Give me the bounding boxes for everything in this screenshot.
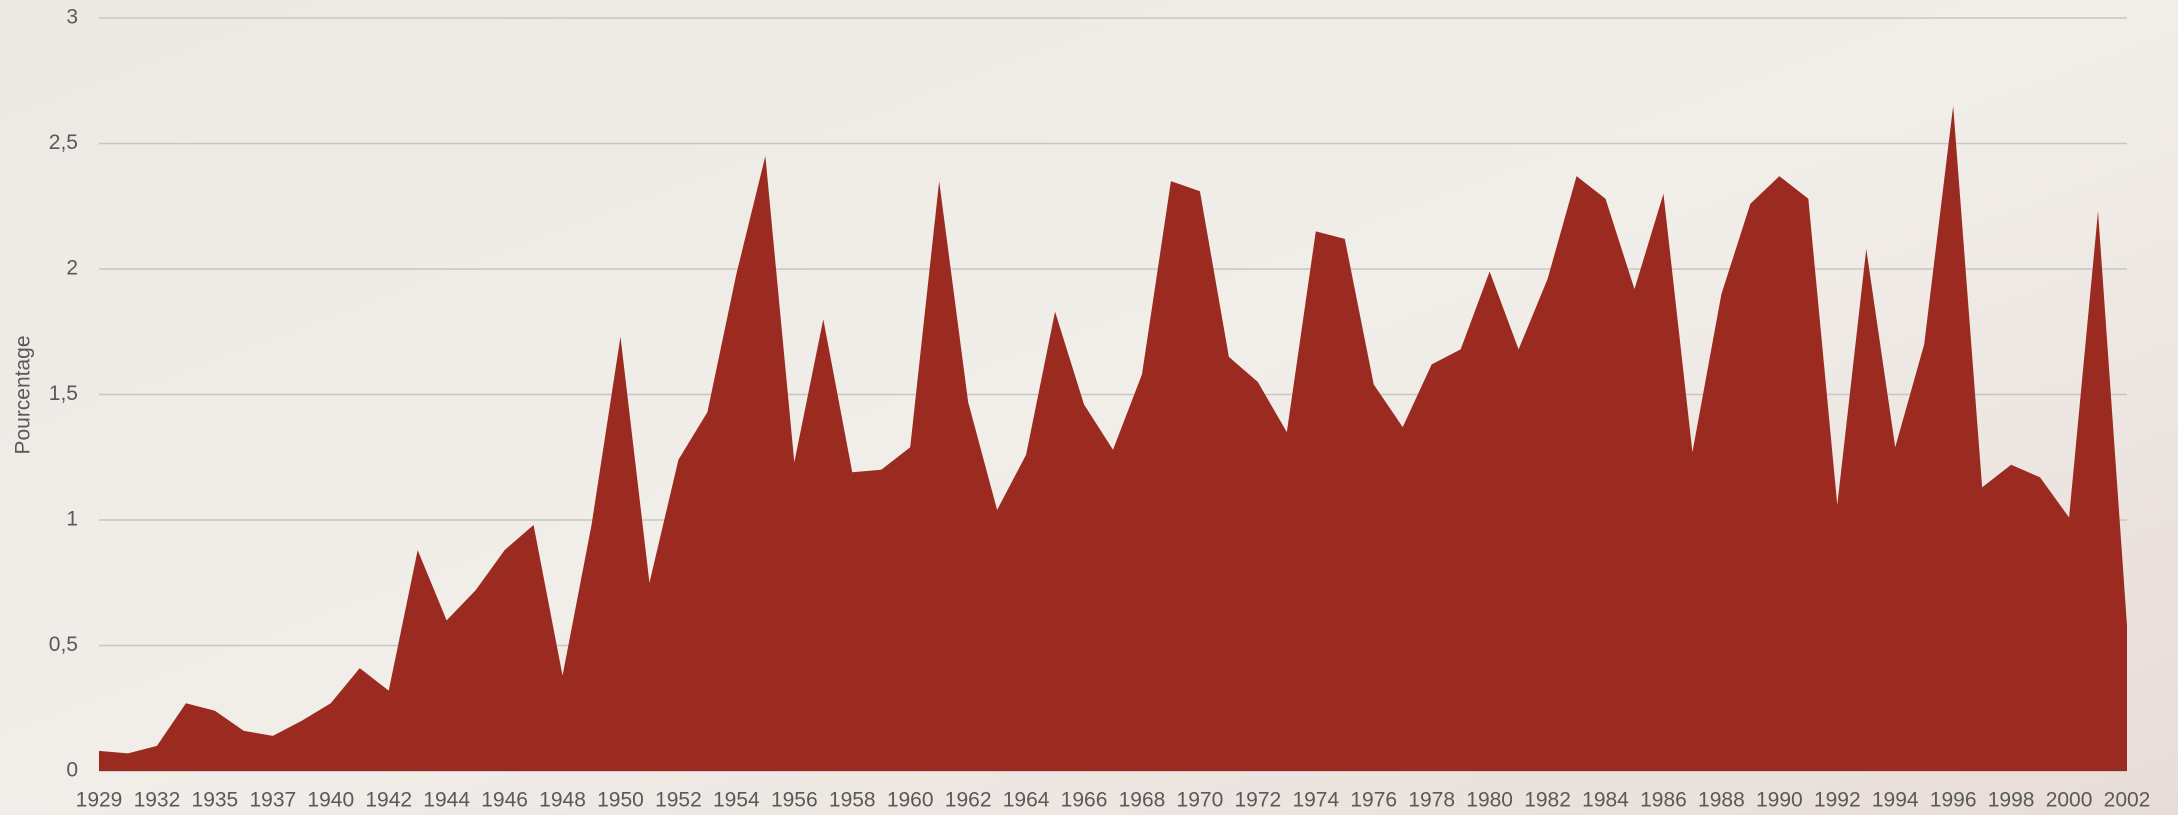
- x-tick-label: 1984: [1582, 789, 1629, 812]
- x-tick-label: 1956: [771, 789, 818, 812]
- x-tick-label: 2002: [2104, 789, 2151, 812]
- x-tick-label: 1982: [1524, 789, 1571, 812]
- x-tick-label: 1950: [597, 789, 644, 812]
- y-tick-label: 3: [66, 6, 78, 29]
- x-tick-label: 1954: [713, 789, 760, 812]
- x-tick-label: 1960: [887, 789, 934, 812]
- x-tick-label: 1937: [249, 789, 296, 812]
- x-tick-label: 1948: [539, 789, 586, 812]
- x-tick-label: 1958: [829, 789, 876, 812]
- y-tick-label: 0,5: [49, 633, 78, 656]
- chart: Pourcentage 0 0,5 1 1,5 2 2,5 3 1929 1932 1935 193…: [0, 0, 2178, 815]
- x-tick-label: 1964: [1003, 789, 1050, 812]
- x-tick-label: 1974: [1292, 789, 1339, 812]
- x-tick-label: 1940: [307, 789, 354, 812]
- x-tick-label: 1952: [655, 789, 702, 812]
- x-tick-label: 1972: [1234, 789, 1281, 812]
- x-tick-label: 1935: [192, 789, 239, 812]
- x-tick-label: 1996: [1930, 789, 1977, 812]
- y-axis-label: Pourcentage: [12, 335, 35, 454]
- x-tick-label: 1942: [365, 789, 412, 812]
- y-tick-label: 2,5: [49, 131, 78, 154]
- y-tick-label: 1: [66, 508, 78, 531]
- x-tick-label: 1929: [76, 789, 123, 812]
- x-tick-label: 1992: [1814, 789, 1861, 812]
- x-tick-label: 2000: [2046, 789, 2093, 812]
- x-tick-label: 1966: [1061, 789, 1108, 812]
- x-tick-label: 1968: [1119, 789, 1166, 812]
- x-tick-label: 1988: [1698, 789, 1745, 812]
- x-tick-label: 1932: [134, 789, 181, 812]
- x-tick-label: 1998: [1988, 789, 2035, 812]
- y-tick-label: 1,5: [49, 382, 78, 405]
- x-tick-label: 1976: [1350, 789, 1397, 812]
- y-tick-label: 0: [66, 759, 78, 782]
- x-tick-label: 1944: [423, 789, 470, 812]
- x-tick-label: 1970: [1177, 789, 1224, 812]
- y-tick-label: 2: [66, 257, 78, 280]
- x-tick-label: 1990: [1756, 789, 1803, 812]
- x-tick-label: 1946: [481, 789, 528, 812]
- x-tick-label: 1994: [1872, 789, 1919, 812]
- x-tick-label: 1986: [1640, 789, 1687, 812]
- x-tick-label: 1980: [1466, 789, 1513, 812]
- x-tick-label: 1978: [1408, 789, 1455, 812]
- x-tick-label: 1962: [945, 789, 992, 812]
